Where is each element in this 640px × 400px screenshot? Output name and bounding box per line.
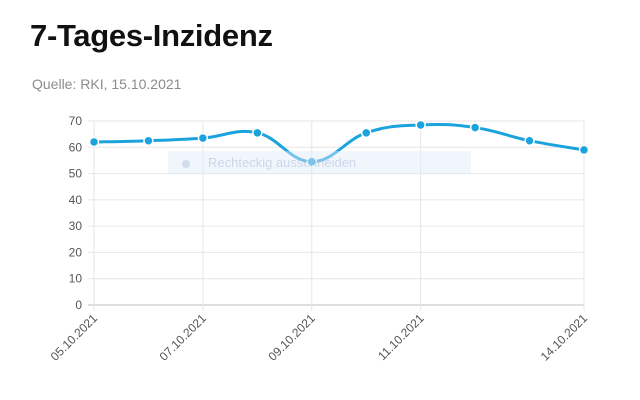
data-point [578, 144, 590, 156]
x-tick-label: 05.10.2021 [48, 311, 101, 364]
x-tick-label: 07.10.2021 [157, 311, 210, 364]
data-point [360, 127, 372, 139]
crop-icon [182, 159, 190, 168]
data-point [306, 156, 318, 167]
y-tick-label: 50 [69, 167, 83, 181]
data-point [88, 136, 100, 148]
data-point [415, 119, 426, 131]
data-point [469, 122, 481, 133]
x-tick-label: 09.10.2021 [266, 311, 319, 364]
series-layer [88, 119, 590, 167]
x-tick-label: 14.10.2021 [538, 311, 591, 364]
series-line [92, 122, 586, 164]
data-point [197, 132, 209, 144]
y-tick-label: 10 [69, 272, 83, 286]
x-tick-label: 11.10.2021 [375, 311, 427, 363]
chart-source: Quelle: RKI, 15.10.2021 [32, 76, 182, 92]
y-tick-label: 40 [69, 193, 83, 207]
data-point [143, 135, 154, 146]
crop-overlay[interactable]: Rechteckig ausschneiden [168, 151, 471, 174]
y-tick-label: 0 [75, 298, 82, 312]
y-tick-label: 60 [69, 140, 83, 154]
grid [88, 120, 585, 311]
data-point [252, 127, 263, 139]
y-tick-label: 30 [69, 219, 83, 233]
chart-title: 7-Tages-Inzidenz [30, 18, 273, 53]
y-tick-label: 20 [69, 245, 83, 259]
y-tick-label: 70 [69, 114, 83, 128]
crop-overlay-label: Rechteckig ausschneiden [208, 155, 357, 170]
data-point [524, 135, 535, 146]
